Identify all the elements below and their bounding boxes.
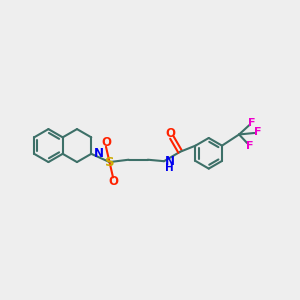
Text: N: N xyxy=(165,155,175,168)
Text: F: F xyxy=(248,118,256,128)
Text: H: H xyxy=(165,163,174,173)
Text: O: O xyxy=(101,136,111,149)
Text: F: F xyxy=(246,141,253,151)
Text: O: O xyxy=(108,175,118,188)
Text: F: F xyxy=(254,128,262,137)
Text: O: O xyxy=(166,127,176,140)
Text: N: N xyxy=(94,147,103,160)
Text: S: S xyxy=(105,156,114,169)
